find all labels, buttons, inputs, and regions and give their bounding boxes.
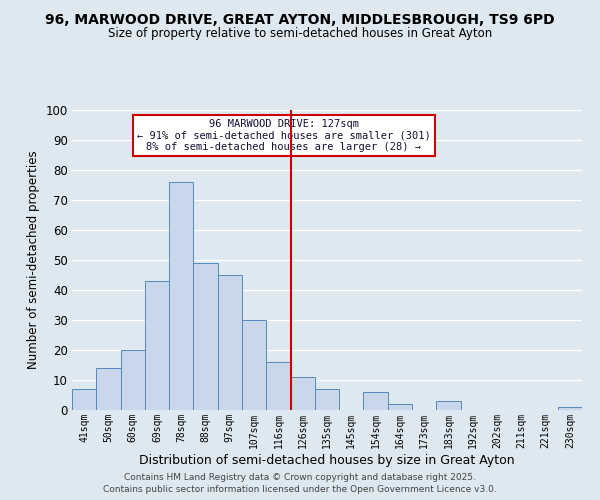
Bar bbox=[558, 407, 582, 410]
Y-axis label: Number of semi-detached properties: Number of semi-detached properties bbox=[27, 150, 40, 370]
Bar bbox=[72, 389, 96, 410]
Bar bbox=[96, 368, 121, 410]
Bar bbox=[436, 401, 461, 410]
Bar bbox=[364, 392, 388, 410]
Bar bbox=[145, 281, 169, 410]
X-axis label: Distribution of semi-detached houses by size in Great Ayton: Distribution of semi-detached houses by … bbox=[139, 454, 515, 466]
Text: Size of property relative to semi-detached houses in Great Ayton: Size of property relative to semi-detach… bbox=[108, 28, 492, 40]
Text: 96, MARWOOD DRIVE, GREAT AYTON, MIDDLESBROUGH, TS9 6PD: 96, MARWOOD DRIVE, GREAT AYTON, MIDDLESB… bbox=[45, 12, 555, 26]
Bar bbox=[266, 362, 290, 410]
Bar bbox=[315, 389, 339, 410]
Bar bbox=[388, 404, 412, 410]
Bar bbox=[193, 263, 218, 410]
Text: Contains HM Land Registry data © Crown copyright and database right 2025.: Contains HM Land Registry data © Crown c… bbox=[124, 474, 476, 482]
Bar bbox=[218, 275, 242, 410]
Bar bbox=[121, 350, 145, 410]
Text: 96 MARWOOD DRIVE: 127sqm
← 91% of semi-detached houses are smaller (301)
8% of s: 96 MARWOOD DRIVE: 127sqm ← 91% of semi-d… bbox=[137, 119, 431, 152]
Bar bbox=[169, 182, 193, 410]
Bar bbox=[242, 320, 266, 410]
Bar bbox=[290, 377, 315, 410]
Text: Contains public sector information licensed under the Open Government Licence v3: Contains public sector information licen… bbox=[103, 485, 497, 494]
